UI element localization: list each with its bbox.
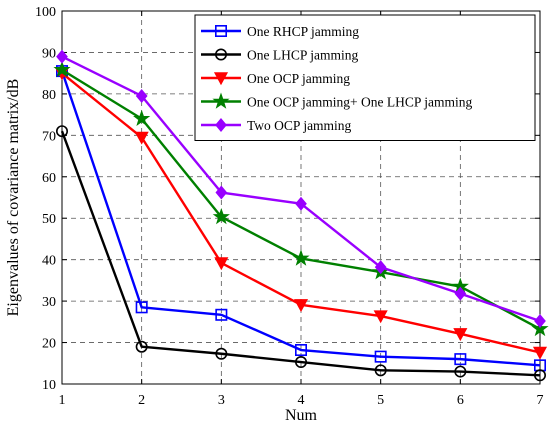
data-point — [215, 185, 228, 200]
x-tick-label: 7 — [537, 393, 544, 408]
series-line — [60, 130, 541, 377]
x-tick-label: 6 — [457, 393, 464, 408]
data-point — [215, 347, 228, 360]
x-axis-label: Num — [285, 407, 318, 424]
data-point — [374, 364, 387, 377]
data-point — [373, 310, 388, 324]
legend-item: One LHCP jamming — [201, 48, 358, 63]
legend-label: One OCP jamming+ One LHCP jamming — [247, 95, 472, 110]
data-point — [133, 109, 151, 127]
x-tick-label: 5 — [377, 393, 384, 408]
data-point — [55, 125, 68, 138]
legend-box — [194, 14, 536, 141]
x-tick-label: 3 — [218, 393, 225, 408]
legend-label: One RHCP jamming — [247, 24, 359, 39]
data-point — [454, 286, 467, 301]
data-point — [374, 260, 387, 275]
data-point — [53, 60, 71, 78]
y-tick-label: 80 — [42, 88, 56, 103]
legend-marker — [215, 24, 228, 37]
series-group — [53, 49, 549, 382]
y-tick-label: 70 — [42, 129, 56, 144]
legend-label: Two OCP jamming — [247, 118, 352, 133]
data-point — [454, 365, 467, 378]
legend-label: One OCP jamming — [247, 71, 350, 86]
data-point — [454, 353, 467, 366]
legend-marker — [213, 72, 229, 86]
data-point — [534, 314, 546, 328]
y-tick-label: 10 — [42, 378, 56, 393]
legend: One RHCP jamming One LHCP jamming One OCP … — [194, 14, 536, 141]
data-point — [212, 207, 230, 225]
series-line — [60, 70, 541, 367]
series-two-ocp-jamming — [56, 49, 546, 328]
legend-marker — [215, 48, 228, 61]
data-point — [533, 369, 546, 382]
y-tick-label: 40 — [42, 254, 56, 269]
data-point — [134, 131, 149, 145]
series-one-lhcp-jamming — [55, 125, 546, 382]
legend-marker — [212, 92, 230, 109]
y-tick-label: 50 — [42, 212, 56, 227]
legend-item: One RHCP jamming — [201, 24, 359, 39]
data-point — [215, 308, 228, 321]
axis-ticks: 1 2 3 4 5 6 7 10 20 30 40 50 60 70 80 90 100 — [35, 5, 544, 408]
legend-item: Two OCP jamming — [201, 118, 352, 133]
data-point — [294, 356, 307, 369]
y-tick-label: 90 — [42, 46, 56, 61]
y-axis-label: Eigenvalues of covariance matrix/dB — [5, 79, 22, 317]
data-point — [374, 350, 387, 363]
legend-label: One LHCP jamming — [247, 48, 358, 63]
data-point — [135, 301, 148, 314]
data-point — [531, 319, 549, 337]
x-tick-label: 1 — [59, 393, 66, 408]
data-point — [294, 344, 307, 357]
data-point — [293, 299, 309, 313]
data-point — [56, 49, 68, 64]
data-point — [292, 249, 310, 266]
data-point — [135, 340, 148, 353]
y-tick-label: 20 — [42, 337, 56, 352]
legend-item: One OCP jamming+ One LHCP jamming — [201, 92, 472, 110]
legend-item: One OCP jamming — [201, 71, 350, 86]
data-point — [214, 257, 229, 271]
y-tick-label: 30 — [42, 295, 56, 310]
y-tick-label: 60 — [42, 171, 56, 186]
data-point — [295, 196, 307, 211]
x-tick-label: 2 — [138, 393, 145, 408]
data-point — [453, 328, 468, 342]
legend-marker — [215, 118, 227, 132]
data-point — [532, 346, 548, 360]
data-point — [135, 88, 148, 103]
x-tick-label: 4 — [298, 393, 305, 408]
y-tick-label: 100 — [35, 5, 56, 20]
